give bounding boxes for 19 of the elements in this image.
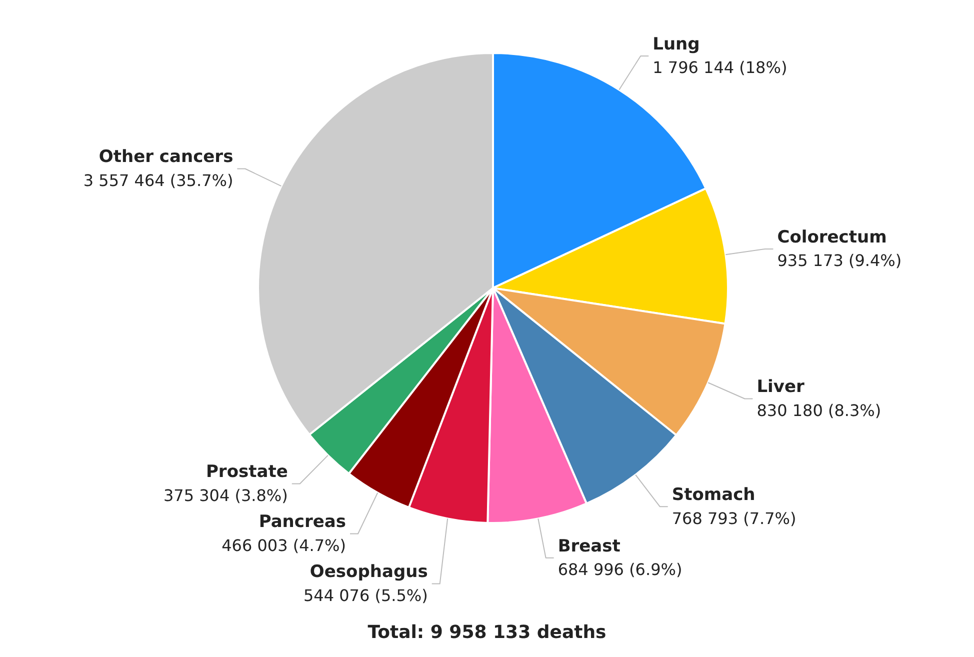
- slice-label: Lung: [652, 34, 700, 54]
- slice-label: Pancreas: [258, 512, 346, 532]
- text: Total: 9 958 133 deaths: [366, 622, 608, 643]
- slice-label: Colorectum: [777, 227, 887, 248]
- slice-label: Oesophagus: [310, 562, 428, 582]
- data-label: 375 304 (3.8%): [163, 486, 288, 505]
- slice-label: Prostate: [206, 462, 288, 482]
- data-label: 3 557 464 (35.7%): [83, 170, 234, 190]
- data-label: 1 796 144 (18%): [652, 58, 788, 78]
- data-label: 684 996 (6.9%): [558, 560, 682, 580]
- data-label: 544 076 (5.5%): [303, 586, 428, 605]
- slice-label: Breast: [558, 536, 620, 556]
- data-label: 830 180 (8.3%): [756, 400, 882, 420]
- slice-label: Liver: [756, 377, 805, 398]
- slice-label: Other cancers: [98, 147, 234, 168]
- data-label: 768 793 (7.7%): [672, 508, 796, 528]
- data-label: 935 173 (9.4%): [777, 251, 902, 270]
- data-label: 466 003 (4.7%): [222, 536, 346, 555]
- slice-label: Stomach: [672, 485, 756, 506]
